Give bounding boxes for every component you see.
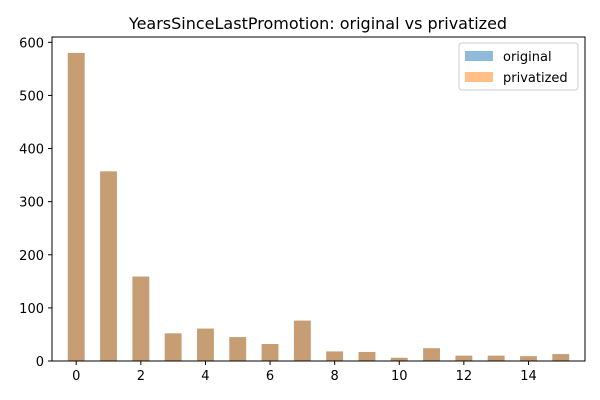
bar-privatized-14 bbox=[520, 356, 537, 361]
x-tick-label: 0 bbox=[72, 369, 80, 384]
legend-label-privatized: privatized bbox=[503, 71, 568, 86]
y-tick-label: 200 bbox=[19, 249, 44, 264]
x-axis: 0 2 4 6 8 10 12 14 bbox=[72, 361, 537, 384]
x-tick-label: 12 bbox=[456, 369, 473, 384]
bar-privatized-8 bbox=[326, 351, 344, 361]
bar-privatized-13 bbox=[487, 355, 505, 361]
bar-privatized-6 bbox=[261, 344, 279, 361]
bar-privatized-0 bbox=[67, 52, 85, 362]
x-tick-label: 14 bbox=[520, 369, 537, 384]
y-axis: 0 100 200 300 400 500 600 bbox=[19, 36, 52, 370]
bar-privatized-1 bbox=[100, 171, 117, 361]
bar-privatized-9 bbox=[358, 351, 376, 361]
x-tick-label: 6 bbox=[266, 369, 274, 384]
chart-title: YearsSinceLastPromotion: original vs pri… bbox=[128, 14, 507, 33]
bars-group bbox=[67, 52, 570, 362]
y-tick-label: 600 bbox=[19, 36, 44, 51]
x-tick-label: 8 bbox=[331, 369, 339, 384]
x-tick-label: 2 bbox=[137, 369, 145, 384]
y-tick-label: 300 bbox=[19, 196, 44, 211]
y-tick-label: 400 bbox=[19, 143, 44, 158]
bar-privatized-11 bbox=[423, 348, 440, 361]
bar-privatized-2 bbox=[132, 276, 150, 361]
y-tick-label: 500 bbox=[19, 89, 44, 104]
bar-privatized-4 bbox=[197, 328, 214, 361]
x-tick-label: 4 bbox=[201, 369, 209, 384]
bar-privatized-3 bbox=[164, 333, 182, 361]
bar-privatized-5 bbox=[229, 337, 247, 361]
legend-swatch-original bbox=[465, 51, 493, 61]
plot-frame bbox=[51, 36, 586, 362]
bar-privatized-15 bbox=[552, 354, 570, 361]
bar-privatized-10 bbox=[390, 357, 408, 361]
bar-privatized-7 bbox=[293, 320, 311, 361]
legend: original privatized bbox=[458, 42, 579, 91]
bar-privatized-12 bbox=[455, 355, 473, 361]
y-tick-label: 0 bbox=[36, 355, 44, 370]
legend-label-original: original bbox=[503, 50, 552, 65]
y-tick-label: 100 bbox=[19, 302, 44, 317]
legend-swatch-privatized bbox=[465, 72, 493, 82]
x-tick-label: 10 bbox=[391, 369, 408, 384]
